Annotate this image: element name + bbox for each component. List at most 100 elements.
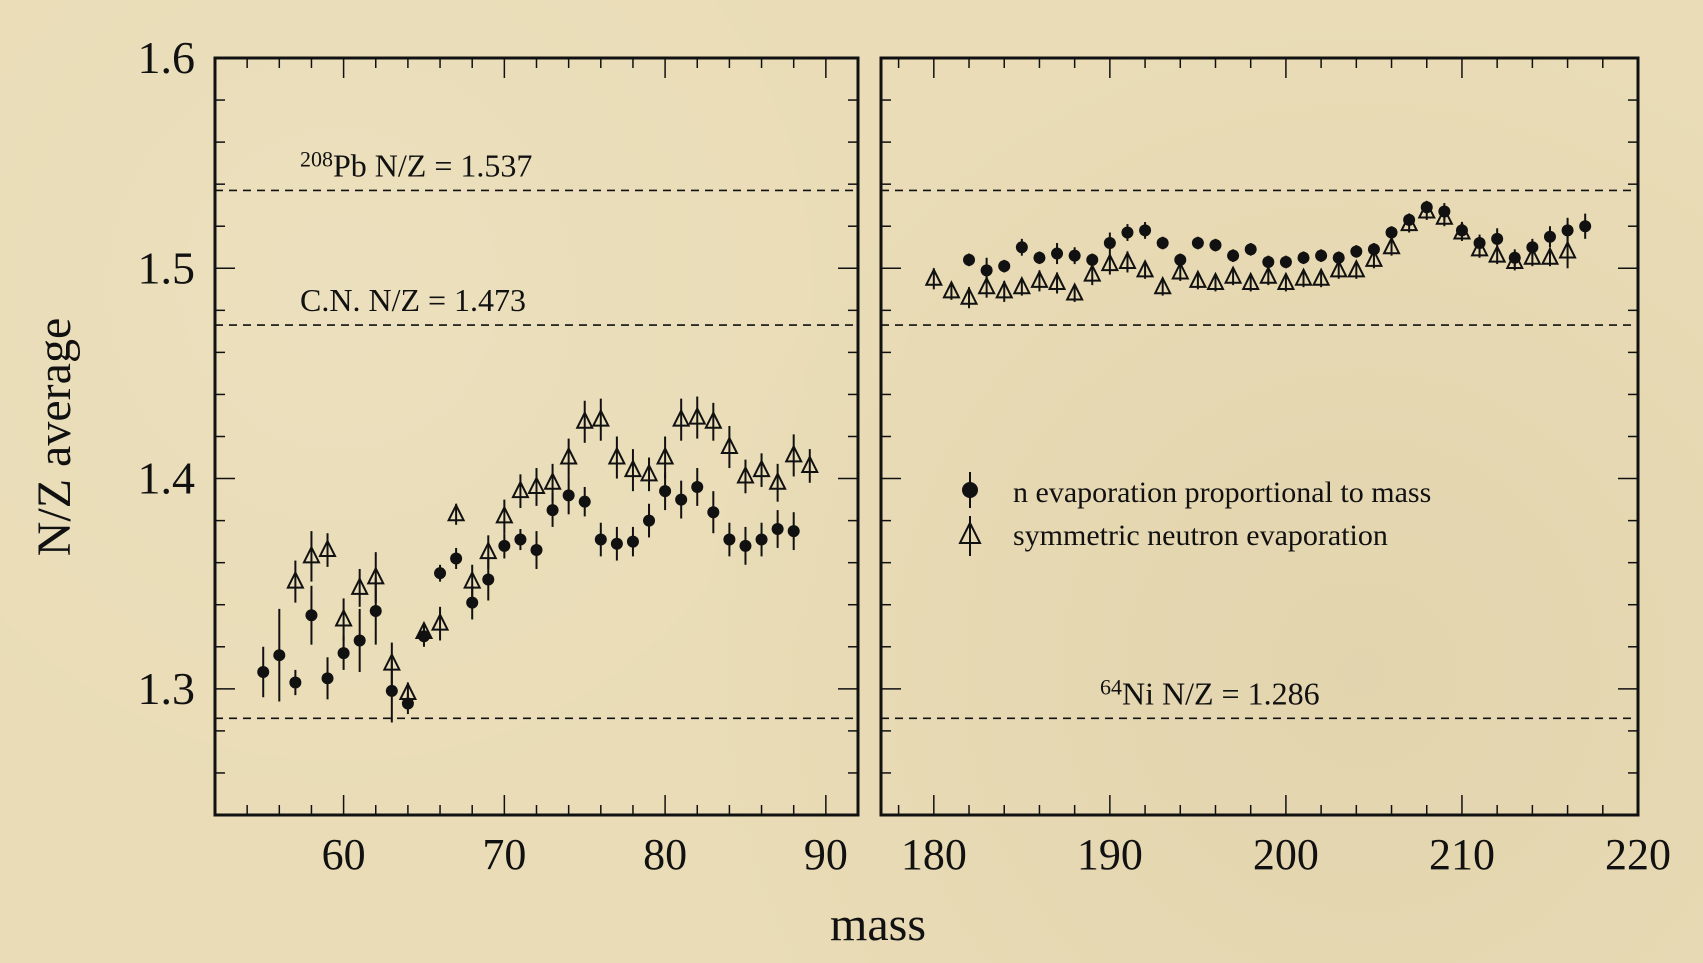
data-point (1135, 259, 1155, 278)
data-point (1206, 271, 1225, 290)
data-point (1033, 251, 1046, 264)
data-point (720, 435, 739, 455)
data-point (594, 533, 607, 546)
series-symmetric (286, 396, 819, 704)
data-point (1174, 253, 1187, 266)
series-n-evaporation (963, 200, 1592, 283)
data-point (1347, 259, 1366, 278)
data-point (1065, 282, 1084, 301)
data-point (1470, 238, 1489, 257)
data-point (1012, 275, 1031, 295)
data-point (1241, 271, 1260, 290)
x-axis-label: mass (830, 898, 926, 951)
data-point (787, 525, 800, 538)
data-point (659, 485, 672, 498)
data-point (784, 444, 803, 463)
data-point (463, 570, 482, 589)
data-point (1382, 236, 1401, 255)
data-point (434, 567, 447, 580)
data-point (257, 666, 270, 679)
legend-label: n evaporation proportional to mass (1013, 476, 1431, 509)
data-point (707, 506, 720, 519)
data-point (998, 260, 1011, 273)
data-point (318, 538, 337, 558)
data-point (334, 608, 353, 627)
data-point (546, 504, 559, 517)
legend-marker (958, 520, 982, 544)
data-point (575, 410, 594, 429)
data-point (1121, 226, 1134, 239)
data-point (1491, 232, 1504, 245)
y-tick-label: 1.6 (138, 32, 196, 83)
data-point (977, 275, 996, 295)
data-point (672, 408, 691, 427)
data-point (768, 471, 787, 490)
data-point (1452, 221, 1472, 240)
data-point (626, 535, 639, 548)
x-tick-label: 80 (643, 830, 687, 879)
data-point (1400, 212, 1419, 232)
data-point (1191, 237, 1204, 250)
data-point (639, 463, 659, 482)
x-tick-label: 180 (901, 830, 967, 879)
data-point (1103, 237, 1116, 250)
data-point (1100, 252, 1119, 272)
data-point (447, 503, 466, 522)
data-point (450, 552, 463, 565)
data-point (1315, 249, 1328, 262)
data-point (1505, 250, 1524, 269)
y-tick-label: 1.5 (138, 242, 196, 293)
data-point (527, 475, 546, 494)
data-point (1188, 269, 1208, 288)
data-point (482, 573, 495, 586)
data-point (369, 605, 382, 618)
data-point (366, 566, 385, 585)
data-point (1279, 255, 1292, 268)
y-tick-label: 1.3 (138, 663, 196, 714)
data-point (1156, 237, 1169, 250)
data-point (1209, 239, 1222, 252)
data-point (1385, 226, 1398, 239)
data-point (385, 684, 398, 697)
data-point (1561, 224, 1574, 237)
data-point (414, 620, 434, 640)
data-point (1523, 246, 1542, 265)
data-point (1311, 267, 1331, 286)
data-point (1543, 230, 1556, 243)
data-point (959, 286, 979, 305)
reference-label: 64Ni N/Z = 1.286 (1100, 674, 1320, 711)
legend-marker (962, 482, 978, 498)
data-point (691, 480, 704, 493)
data-point (543, 471, 562, 490)
data-point (337, 647, 350, 660)
data-point (289, 676, 302, 689)
y-axis-label: N/Z average (28, 318, 81, 557)
data-point (755, 533, 768, 546)
data-point (1262, 255, 1275, 268)
data-point (800, 454, 819, 473)
data-point (924, 267, 943, 286)
data-point (623, 458, 643, 478)
data-point (530, 544, 543, 557)
data-point (1329, 259, 1348, 278)
data-point (1417, 200, 1436, 219)
data-point (942, 280, 961, 299)
data-point (1364, 248, 1384, 267)
x-tick-label: 190 (1077, 830, 1143, 879)
legend: n evaporation proportional to mass symmet… (958, 472, 1431, 556)
data-point (353, 634, 366, 647)
data-point (511, 479, 530, 499)
panel-frame (213, 56, 860, 817)
data-point (688, 406, 707, 425)
data-point (610, 537, 623, 550)
data-point (1488, 244, 1507, 263)
x-tick-label: 60 (322, 830, 366, 879)
data-point (305, 609, 318, 622)
x-tick-label: 90 (804, 830, 848, 879)
data-point (382, 652, 401, 671)
data-point (1579, 220, 1592, 233)
reference-label: 208Pb N/Z = 1.537 (300, 146, 532, 183)
panel-2: 180 190 200 210 220 (879, 56, 1671, 879)
data-point (736, 465, 755, 484)
data-point (466, 596, 479, 609)
